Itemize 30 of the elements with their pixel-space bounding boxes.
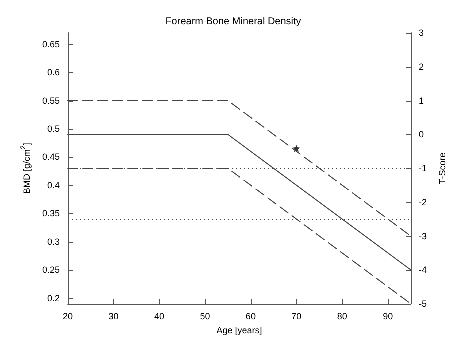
y-tick-label: 0.5: [47, 124, 60, 134]
y-tick-label: 0.3: [47, 236, 60, 247]
y2-tick-label: 2: [419, 62, 424, 72]
x-tick-label: 80: [337, 312, 348, 322]
y2-tick-label: 0: [419, 130, 424, 140]
x-tick-label: 40: [154, 312, 164, 322]
y-tick-label: 0.55: [42, 96, 60, 106]
x-tick-label: 20: [62, 312, 74, 322]
x-tick-label: 70: [292, 312, 302, 322]
y-tick-label: 0.35: [42, 208, 60, 219]
x-tick-label: 50: [200, 312, 210, 322]
y2-tick-label: -4: [419, 265, 428, 276]
y-tick-label: 0.2: [47, 293, 60, 304]
y-tick-label: 0.45: [42, 152, 60, 162]
y-tick-label: 0.4: [47, 180, 60, 190]
y-tick-label: 0.65: [42, 39, 60, 50]
x-tick-label: 30: [108, 312, 119, 322]
y-tick-label: 0.6: [47, 68, 60, 78]
chart-title: Forearm Bone Mineral Density: [166, 16, 302, 28]
y2-tick-label: -1: [419, 164, 428, 174]
x-axis-title: Age [years]: [216, 325, 262, 336]
x-tick-label: 90: [383, 312, 394, 322]
y-tick-label: 0.25: [42, 265, 60, 276]
y2-tick-label: -2: [419, 197, 428, 208]
y2-axis-title: T-Score: [437, 152, 448, 184]
y2-tick-label: 1: [419, 96, 424, 106]
y2-tick-label: -3: [419, 231, 428, 242]
x-tick-label: 60: [246, 312, 256, 322]
y2-tick-label: 3: [419, 28, 424, 38]
y2-tick-label: -5: [419, 299, 428, 309]
